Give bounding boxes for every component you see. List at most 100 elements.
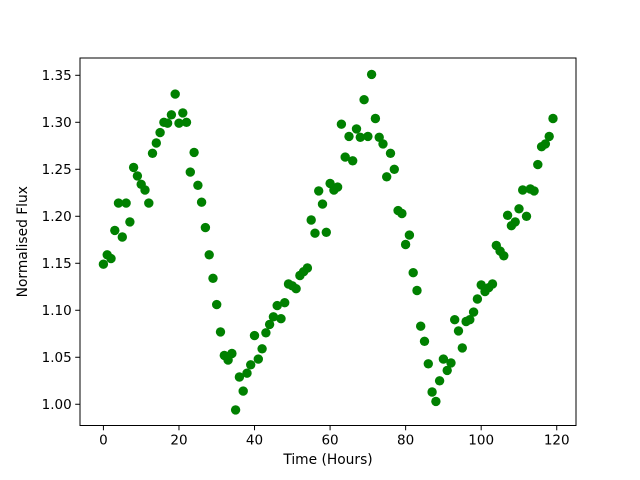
data-point — [310, 228, 320, 238]
data-point — [170, 89, 180, 99]
data-point — [366, 69, 377, 80]
data-point — [302, 263, 313, 273]
x-tick-label: 120 — [544, 433, 570, 449]
data-point — [400, 239, 411, 250]
data-point — [178, 108, 188, 118]
data-point — [174, 118, 184, 128]
data-point — [348, 156, 358, 166]
data-point — [317, 199, 328, 209]
data-point — [106, 253, 116, 264]
data-point — [121, 198, 131, 208]
data-point — [268, 312, 279, 322]
data-point — [363, 131, 373, 142]
data-point — [291, 284, 301, 294]
data-point — [215, 327, 226, 337]
data-point — [181, 117, 192, 128]
data-point — [502, 210, 513, 220]
data-point — [423, 359, 433, 369]
data-point — [332, 182, 343, 192]
x-axis-label: Time (Hours) — [282, 452, 372, 468]
data-point — [280, 298, 290, 308]
data-point — [246, 360, 256, 370]
data-point — [230, 405, 241, 415]
data-point — [162, 118, 173, 128]
data-point — [544, 131, 554, 142]
data-point — [351, 124, 362, 134]
data-point — [208, 273, 218, 283]
x-tick-label: 40 — [246, 433, 263, 449]
data-point — [336, 119, 347, 129]
data-point — [151, 138, 161, 148]
data-point — [200, 222, 211, 233]
data-point — [185, 167, 195, 177]
data-point — [355, 132, 365, 142]
x-tick-label: 0 — [99, 433, 108, 449]
y-axis-label: Normalised Flux — [15, 186, 31, 297]
data-point — [227, 348, 237, 359]
data-point — [434, 376, 445, 386]
y-tick-label: 1.10 — [42, 303, 72, 319]
data-point — [514, 204, 524, 214]
data-point — [382, 172, 392, 182]
axes-frame — [79, 57, 577, 426]
data-point — [261, 328, 271, 338]
y-tick-label: 1.30 — [42, 115, 72, 131]
data-point — [412, 285, 422, 296]
data-point — [416, 321, 426, 331]
data-point — [344, 131, 354, 142]
data-point — [457, 343, 467, 353]
data-point — [128, 162, 139, 173]
data-point — [404, 230, 415, 240]
data-point — [212, 299, 222, 310]
x-tick-label: 80 — [397, 433, 414, 449]
data-point — [529, 186, 539, 196]
data-point — [257, 344, 267, 354]
data-point — [204, 250, 214, 260]
y-axis-ticks: 1.00 1.05 1.10 1.15 1.20 1.25 1.30 1.35 — [42, 68, 80, 413]
data-point — [110, 225, 120, 236]
y-tick-label: 1.35 — [42, 68, 72, 84]
data-point — [276, 314, 286, 324]
data-point — [446, 358, 456, 368]
y-tick-label: 1.00 — [42, 397, 72, 413]
data-point — [389, 164, 399, 174]
x-tick-label: 60 — [321, 433, 338, 449]
data-point — [385, 148, 396, 158]
data-point — [518, 185, 528, 195]
data-point — [306, 215, 316, 225]
data-point — [264, 319, 275, 330]
data-point — [340, 152, 350, 162]
data-point — [419, 336, 430, 346]
data-point — [314, 186, 324, 196]
data-point — [193, 180, 203, 190]
data-point — [499, 251, 509, 261]
data-point — [359, 95, 369, 105]
data-point — [521, 211, 532, 221]
data-point — [166, 110, 177, 120]
data-point — [487, 279, 498, 289]
data-point — [533, 159, 543, 170]
data-point — [113, 198, 124, 208]
data-point — [397, 208, 407, 219]
data-point — [196, 197, 207, 207]
data-point — [140, 185, 150, 195]
y-tick-label: 1.25 — [42, 162, 72, 178]
data-point — [510, 217, 520, 227]
data-point — [155, 127, 165, 138]
x-tick-label: 20 — [170, 433, 187, 449]
data-point — [321, 227, 331, 237]
data-point — [370, 113, 381, 124]
data-point — [189, 147, 199, 158]
y-tick-label: 1.15 — [42, 256, 72, 272]
data-point — [242, 368, 252, 378]
y-tick-label: 1.20 — [42, 209, 72, 225]
y-tick-label: 1.05 — [42, 350, 72, 366]
data-point — [540, 139, 551, 149]
data-point — [453, 326, 464, 336]
data-point — [125, 217, 135, 227]
data-point — [548, 113, 558, 124]
data-point — [238, 386, 248, 396]
data-point — [408, 268, 418, 278]
